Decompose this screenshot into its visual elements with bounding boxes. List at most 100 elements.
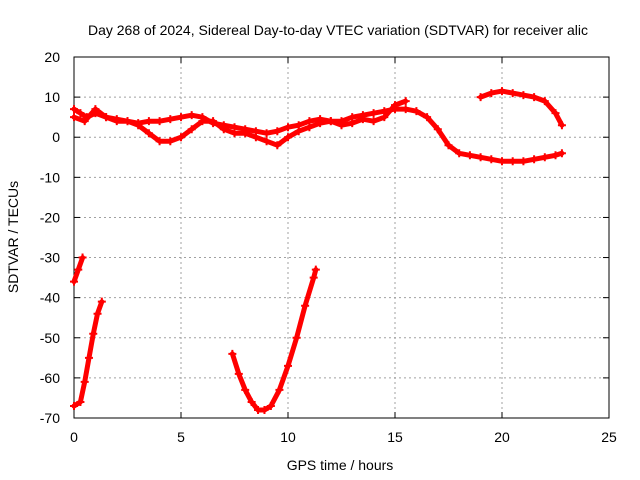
data-point — [251, 133, 260, 142]
data-point — [326, 117, 335, 126]
x-axis-label: GPS time / hours — [287, 457, 394, 473]
data-point — [391, 101, 399, 110]
data-point — [284, 361, 292, 370]
data-point — [74, 265, 83, 274]
series-track-1 — [70, 105, 566, 166]
data-point — [155, 137, 164, 146]
y-tick-label: 0 — [52, 129, 60, 145]
data-point — [187, 111, 196, 120]
data-point — [112, 117, 121, 126]
y-tick-label: -50 — [40, 330, 60, 346]
series-track-2 — [70, 97, 410, 150]
data-point — [84, 353, 93, 362]
data-point — [465, 151, 474, 160]
data-point — [305, 123, 314, 132]
data-point — [102, 113, 111, 122]
series-track-4 — [70, 253, 87, 286]
data-point — [498, 157, 506, 166]
data-point — [155, 117, 164, 126]
data-point — [476, 153, 485, 162]
data-point — [508, 157, 517, 166]
x-tick-label: 10 — [280, 429, 296, 445]
x-tick-label: 25 — [601, 429, 617, 445]
data-point — [166, 115, 175, 124]
series-track-6 — [228, 265, 320, 414]
data-point — [177, 113, 185, 122]
data-point — [80, 117, 89, 126]
data-point — [241, 385, 250, 394]
data-point — [348, 119, 357, 128]
data-point — [380, 113, 389, 122]
axis-ticks: 0 5 10 15 20 25 -70 -60 -50 -40 -30 -20 -10 0 10 20 — [40, 49, 617, 445]
y-axis-label: SDTVAR / TECUs — [5, 181, 21, 293]
data-point — [294, 127, 303, 136]
x-tick-label: 0 — [70, 429, 78, 445]
data-point — [275, 385, 284, 394]
data-point — [433, 125, 442, 134]
data-point — [540, 97, 549, 106]
y-tick-label: 20 — [44, 49, 60, 65]
grid — [74, 57, 609, 418]
x-tick-label: 15 — [387, 429, 403, 445]
data-point — [316, 119, 325, 128]
data-point — [134, 121, 143, 130]
data-point — [401, 97, 410, 106]
data-point — [530, 155, 539, 164]
data-point — [369, 109, 378, 118]
data-point — [198, 117, 207, 126]
data-point — [519, 157, 528, 166]
data-point — [219, 125, 228, 134]
data-point — [309, 273, 318, 282]
y-tick-label: -60 — [40, 370, 60, 386]
data-point — [508, 89, 517, 98]
data-point — [266, 401, 275, 410]
data-point — [401, 105, 410, 114]
y-tick-label: -30 — [40, 250, 60, 266]
data-point — [273, 127, 282, 136]
x-tick-label: 5 — [177, 429, 185, 445]
data-point — [144, 117, 153, 126]
data-point — [311, 265, 320, 274]
data-point — [284, 133, 292, 142]
data-point — [70, 105, 78, 114]
data-point — [412, 107, 421, 116]
data-point — [358, 115, 367, 124]
data-point — [70, 277, 78, 286]
series-track-3 — [476, 87, 566, 130]
data-point — [540, 153, 549, 162]
data-point — [260, 405, 269, 414]
data-point — [273, 141, 282, 150]
series-track-5 — [70, 297, 106, 410]
data-point — [89, 329, 98, 338]
data-point — [262, 137, 271, 146]
data-point — [91, 105, 100, 114]
series-line — [478, 88, 565, 128]
data-point — [455, 149, 464, 158]
chart-title: Day 268 of 2024, Sidereal Day-to-day VTE… — [88, 22, 588, 38]
data-point — [241, 129, 250, 138]
data-point — [70, 401, 78, 410]
data-point — [80, 377, 89, 386]
data-point — [70, 113, 78, 122]
data-point — [551, 151, 560, 160]
data-point — [337, 121, 346, 130]
data-point — [487, 155, 496, 164]
y-tick-label: -10 — [40, 169, 60, 185]
y-tick-label: -70 — [40, 410, 60, 426]
data-point — [166, 137, 175, 146]
data-point — [530, 93, 539, 102]
data-point — [247, 397, 256, 406]
data-point — [551, 109, 560, 118]
y-tick-label: 10 — [44, 89, 60, 105]
data-point — [123, 117, 132, 126]
data-point — [177, 133, 185, 142]
data-point — [519, 91, 528, 100]
data-point — [423, 113, 432, 122]
series-line — [71, 106, 565, 164]
data-point — [209, 117, 218, 126]
data-point — [557, 121, 566, 130]
data-point — [230, 129, 239, 138]
data-point — [76, 109, 85, 118]
data-point — [498, 87, 506, 96]
